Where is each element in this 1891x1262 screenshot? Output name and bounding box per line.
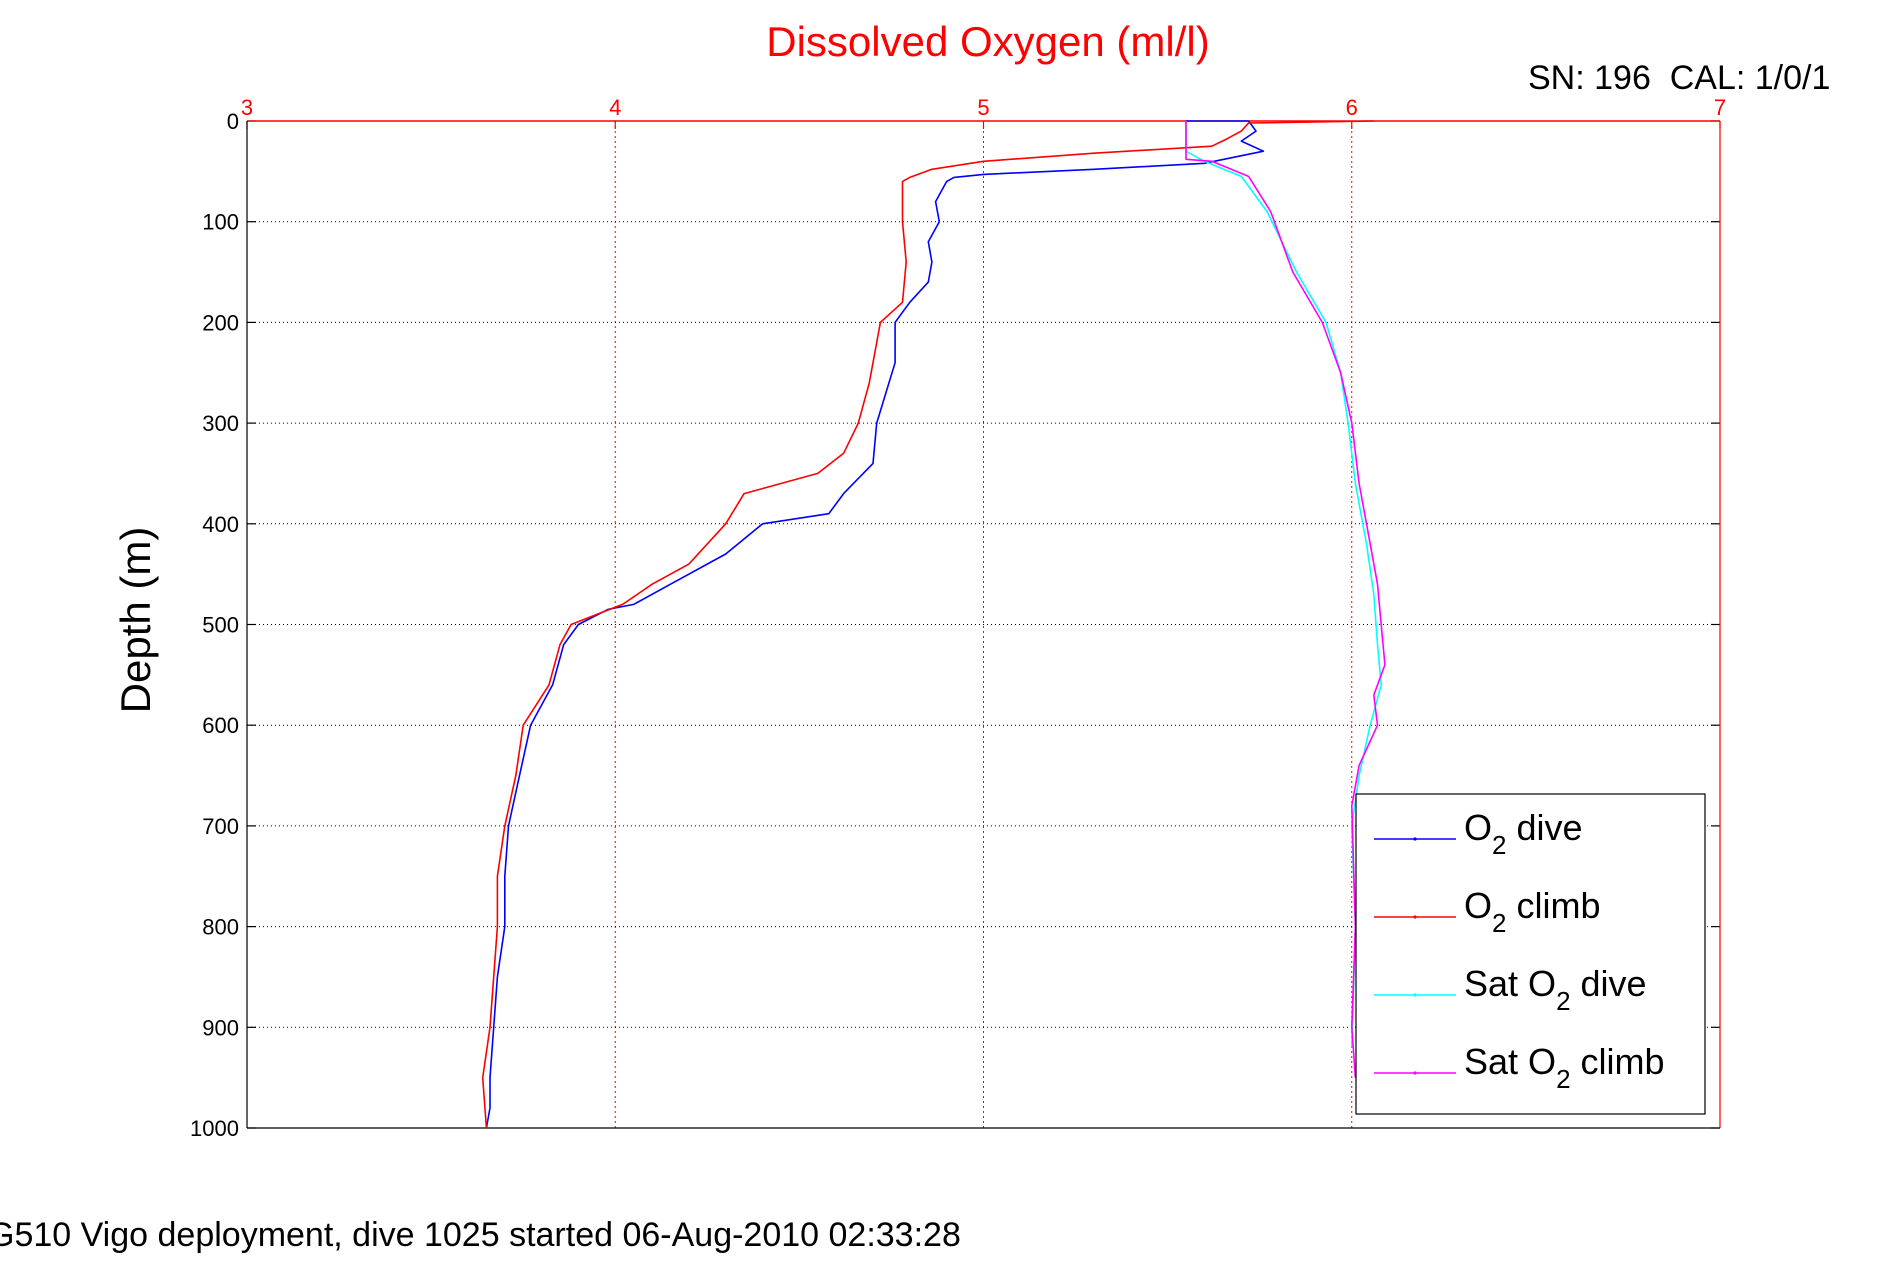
legend-label: Sat O2 climb bbox=[1464, 1041, 1665, 1094]
legend-box bbox=[1355, 793, 1706, 1115]
legend-marker bbox=[1413, 837, 1417, 841]
legend-label: O2 dive bbox=[1464, 807, 1583, 860]
y-tick-label: 400 bbox=[202, 512, 239, 537]
grid bbox=[247, 121, 1720, 1128]
series-lines bbox=[481, 120, 1386, 1129]
y-tick-label: 200 bbox=[202, 310, 239, 335]
chart-title: Dissolved Oxygen (ml/l) bbox=[766, 18, 1209, 65]
legend-marker bbox=[1413, 993, 1417, 997]
y-tick-label: 1000 bbox=[190, 1116, 239, 1141]
legend: O2 dive O2 climb Sat O2 dive Sat O2 climb bbox=[1355, 793, 1706, 1115]
legend-marker bbox=[1413, 1071, 1417, 1075]
y-tick-label: 600 bbox=[202, 713, 239, 738]
legend-marker bbox=[1413, 915, 1417, 919]
y-tick-label: 500 bbox=[202, 613, 239, 638]
axes: 3 4 5 6 7 0 100 200 300 400 500 600 700 800 900 1000 bbox=[190, 95, 1726, 1141]
legend-label: O2 climb bbox=[1464, 885, 1601, 938]
x-tick-label: 6 bbox=[1346, 95, 1358, 120]
y-tick-label: 700 bbox=[202, 814, 239, 839]
y-tick-label: 100 bbox=[202, 210, 239, 235]
x-tick-label: 5 bbox=[977, 95, 989, 120]
y-tick-label: 900 bbox=[202, 1015, 239, 1040]
series-line-sat-o2-dive bbox=[1185, 121, 1382, 1048]
x-tick-label: 3 bbox=[241, 95, 253, 120]
series-line-sat-o2-climb bbox=[1185, 121, 1386, 1078]
serial-calibration-label: SN: 196 CAL: 1/0/1 bbox=[1528, 59, 1830, 97]
dive-info-footer: G510 Vigo deployment, dive 1025 started … bbox=[0, 1216, 961, 1254]
y-tick-label: 800 bbox=[202, 915, 239, 940]
y-tick-label: 0 bbox=[227, 109, 239, 134]
y-axis-label: Depth (m) bbox=[112, 527, 159, 714]
series-line-o2-dive bbox=[485, 120, 1265, 1129]
series-line-o2-climb bbox=[481, 120, 1374, 1129]
x-tick-label: 4 bbox=[609, 95, 621, 120]
legend-label: Sat O2 dive bbox=[1464, 963, 1647, 1016]
x-tick-label: 7 bbox=[1714, 95, 1726, 120]
y-tick-label: 300 bbox=[202, 411, 239, 436]
